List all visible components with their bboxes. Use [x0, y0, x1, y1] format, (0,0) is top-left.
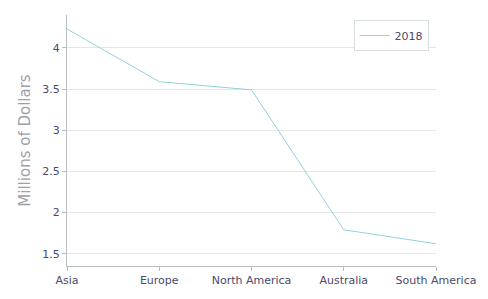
svg-text:1.5: 1.5 [42, 248, 60, 261]
svg-text:North America: North America [212, 274, 292, 287]
svg-text:3.5: 3.5 [42, 83, 60, 96]
svg-text:2018: 2018 [395, 30, 423, 43]
svg-text:Asia: Asia [55, 274, 78, 287]
svg-text:South America: South America [396, 274, 477, 287]
svg-text:Australia: Australia [319, 274, 368, 287]
svg-text:Millions of Dollars: Millions of Dollars [16, 74, 34, 207]
svg-text:Europe: Europe [140, 274, 179, 287]
svg-text:3: 3 [53, 124, 60, 137]
svg-text:2.5: 2.5 [42, 165, 60, 178]
svg-text:2: 2 [53, 206, 60, 219]
svg-text:4: 4 [53, 42, 60, 55]
